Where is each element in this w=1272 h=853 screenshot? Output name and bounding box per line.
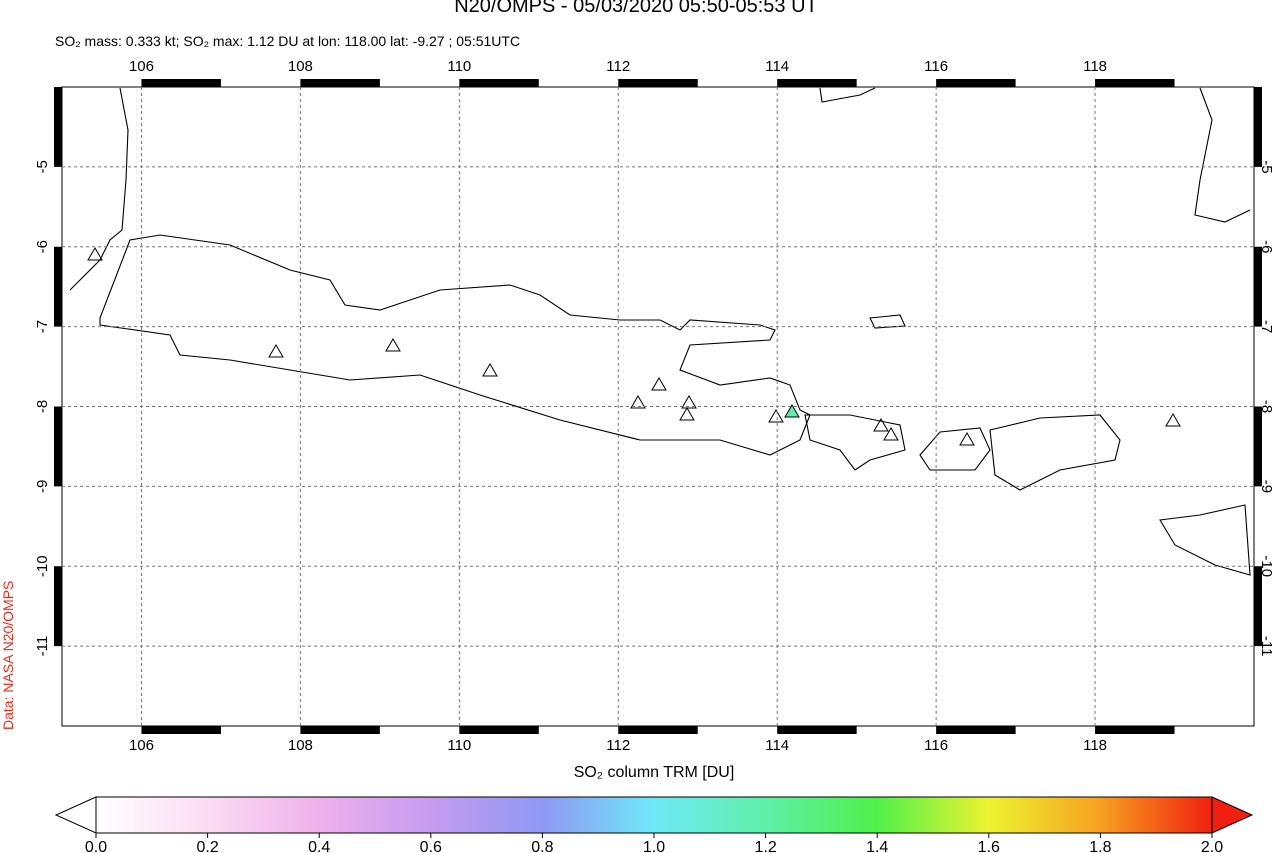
y-tick-label: -8	[34, 400, 51, 413]
colorbar-tick-label: 2.0	[1201, 839, 1223, 853]
x-tick-label: 106	[129, 737, 154, 754]
frame-bar	[1254, 246, 1262, 327]
frame-bar	[141, 79, 221, 87]
colorbar-tick-label: 0.8	[531, 839, 553, 853]
y-tick-label: -8	[1258, 400, 1272, 413]
frame-bar	[459, 726, 539, 734]
y-tick-label: -9	[34, 480, 51, 493]
y-tick-label: -7	[34, 320, 51, 333]
frame-bar	[777, 79, 857, 87]
frame-bar	[1095, 79, 1175, 87]
x-tick-label: 108	[288, 737, 313, 754]
colorbar-over	[1211, 796, 1254, 834]
coast	[989, 414, 1121, 491]
frame-bar	[141, 726, 221, 734]
frame-bar	[1254, 406, 1262, 487]
frame-bar	[777, 726, 857, 734]
x-tick-label: 108	[288, 58, 313, 75]
credit: Data: NASA N20/OMPS	[0, 581, 16, 730]
colorbar-tick-label: 0.6	[420, 839, 442, 853]
coast	[869, 314, 906, 329]
y-tick-label: -6	[1258, 240, 1272, 253]
title: N20/OMPS - 05/03/2020 05:50-05:53 UT	[454, 0, 818, 17]
colorbar-label: SO₂ column TRM [DU]	[574, 764, 735, 781]
y-tick-label: -5	[1258, 160, 1272, 173]
x-tick-label: 114	[765, 58, 789, 75]
coast	[804, 414, 906, 471]
colorbar	[95, 796, 1213, 834]
colorbar-tick-label: 1.0	[643, 839, 665, 853]
subtitle: SO₂ mass: 0.333 kt; SO₂ max: 1.12 DU at …	[55, 33, 520, 49]
colorbar-tick-label: 1.2	[754, 839, 776, 853]
x-tick-label: 114	[765, 737, 789, 754]
x-tick-label: 106	[129, 58, 154, 75]
colorbar-tick-label: 1.6	[978, 839, 1000, 853]
x-tick-label: 118	[1083, 737, 1107, 754]
frame-bar	[54, 87, 62, 167]
coast	[1194, 87, 1251, 223]
colorbar-tick-label: 0.4	[308, 839, 330, 853]
coast	[919, 427, 991, 471]
colorbar-tick-label: 1.8	[1089, 839, 1111, 853]
x-tick-label: 112	[606, 58, 630, 75]
frame-bar	[459, 79, 539, 87]
x-tick-label: 118	[1083, 58, 1107, 75]
colorbar-tick-label: 0.0	[85, 839, 107, 853]
frame-bar	[618, 79, 698, 87]
volcano	[784, 404, 800, 418]
coast	[1159, 504, 1251, 576]
x-tick-label: 110	[447, 737, 471, 754]
y-tick-label: -10	[34, 555, 51, 577]
frame-bar	[54, 406, 62, 487]
colorbar-tick-label: 1.4	[866, 839, 888, 853]
y-tick-label: -9	[1258, 480, 1272, 493]
frame-bar	[1254, 87, 1262, 167]
colorbar-under	[54, 796, 97, 834]
frame-bar	[1254, 566, 1262, 647]
frame-bar	[300, 726, 380, 734]
y-tick-label: -10	[1258, 555, 1272, 577]
x-tick-label: 112	[606, 737, 630, 754]
x-tick-label: 110	[447, 58, 471, 75]
y-tick-label: -11	[34, 636, 51, 657]
y-tick-label: -7	[1258, 320, 1272, 333]
coast	[99, 234, 811, 456]
frame-bar	[1095, 726, 1175, 734]
coast	[819, 87, 876, 103]
frame-bar	[936, 726, 1016, 734]
volcano	[87, 247, 1181, 446]
y-tick-label: -5	[34, 160, 51, 173]
frame-bar	[300, 79, 380, 87]
x-tick-label: 116	[924, 737, 948, 754]
volcanoes	[87, 247, 1181, 446]
frame-bar	[618, 726, 698, 734]
y-tick-label: -11	[1258, 636, 1272, 657]
frame-bar	[936, 79, 1016, 87]
colorbar-tick-label: 0.2	[196, 839, 218, 853]
frame-bar	[54, 566, 62, 647]
x-tick-label: 116	[924, 58, 948, 75]
frame-bar	[54, 246, 62, 327]
y-tick-label: -6	[34, 240, 51, 253]
